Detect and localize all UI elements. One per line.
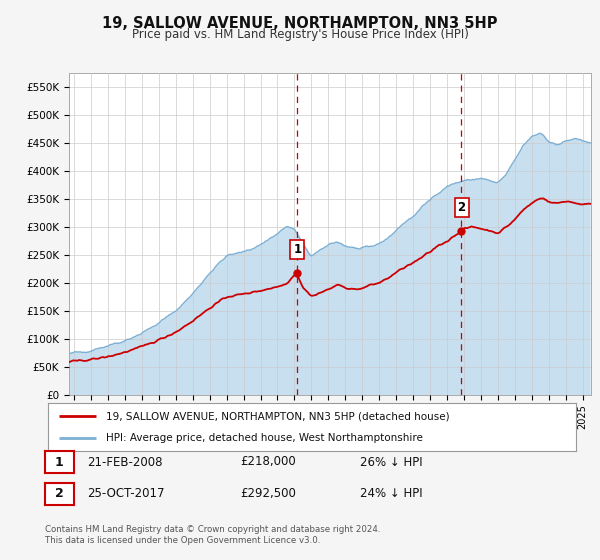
Text: 1: 1	[55, 455, 64, 469]
Text: 1: 1	[293, 242, 302, 256]
Text: £292,500: £292,500	[240, 487, 296, 501]
Text: 2: 2	[457, 201, 466, 214]
Text: HPI: Average price, detached house, West Northamptonshire: HPI: Average price, detached house, West…	[106, 433, 423, 443]
Text: 19, SALLOW AVENUE, NORTHAMPTON, NN3 5HP: 19, SALLOW AVENUE, NORTHAMPTON, NN3 5HP	[102, 16, 498, 31]
Text: Price paid vs. HM Land Registry's House Price Index (HPI): Price paid vs. HM Land Registry's House …	[131, 28, 469, 41]
Text: 26% ↓ HPI: 26% ↓ HPI	[360, 455, 422, 469]
Text: 25-OCT-2017: 25-OCT-2017	[87, 487, 164, 501]
Text: Contains HM Land Registry data © Crown copyright and database right 2024.
This d: Contains HM Land Registry data © Crown c…	[45, 525, 380, 545]
Text: 2: 2	[55, 487, 64, 501]
Text: 21-FEB-2008: 21-FEB-2008	[87, 455, 163, 469]
Text: 24% ↓ HPI: 24% ↓ HPI	[360, 487, 422, 501]
Text: £218,000: £218,000	[240, 455, 296, 469]
Text: 19, SALLOW AVENUE, NORTHAMPTON, NN3 5HP (detached house): 19, SALLOW AVENUE, NORTHAMPTON, NN3 5HP …	[106, 411, 450, 421]
